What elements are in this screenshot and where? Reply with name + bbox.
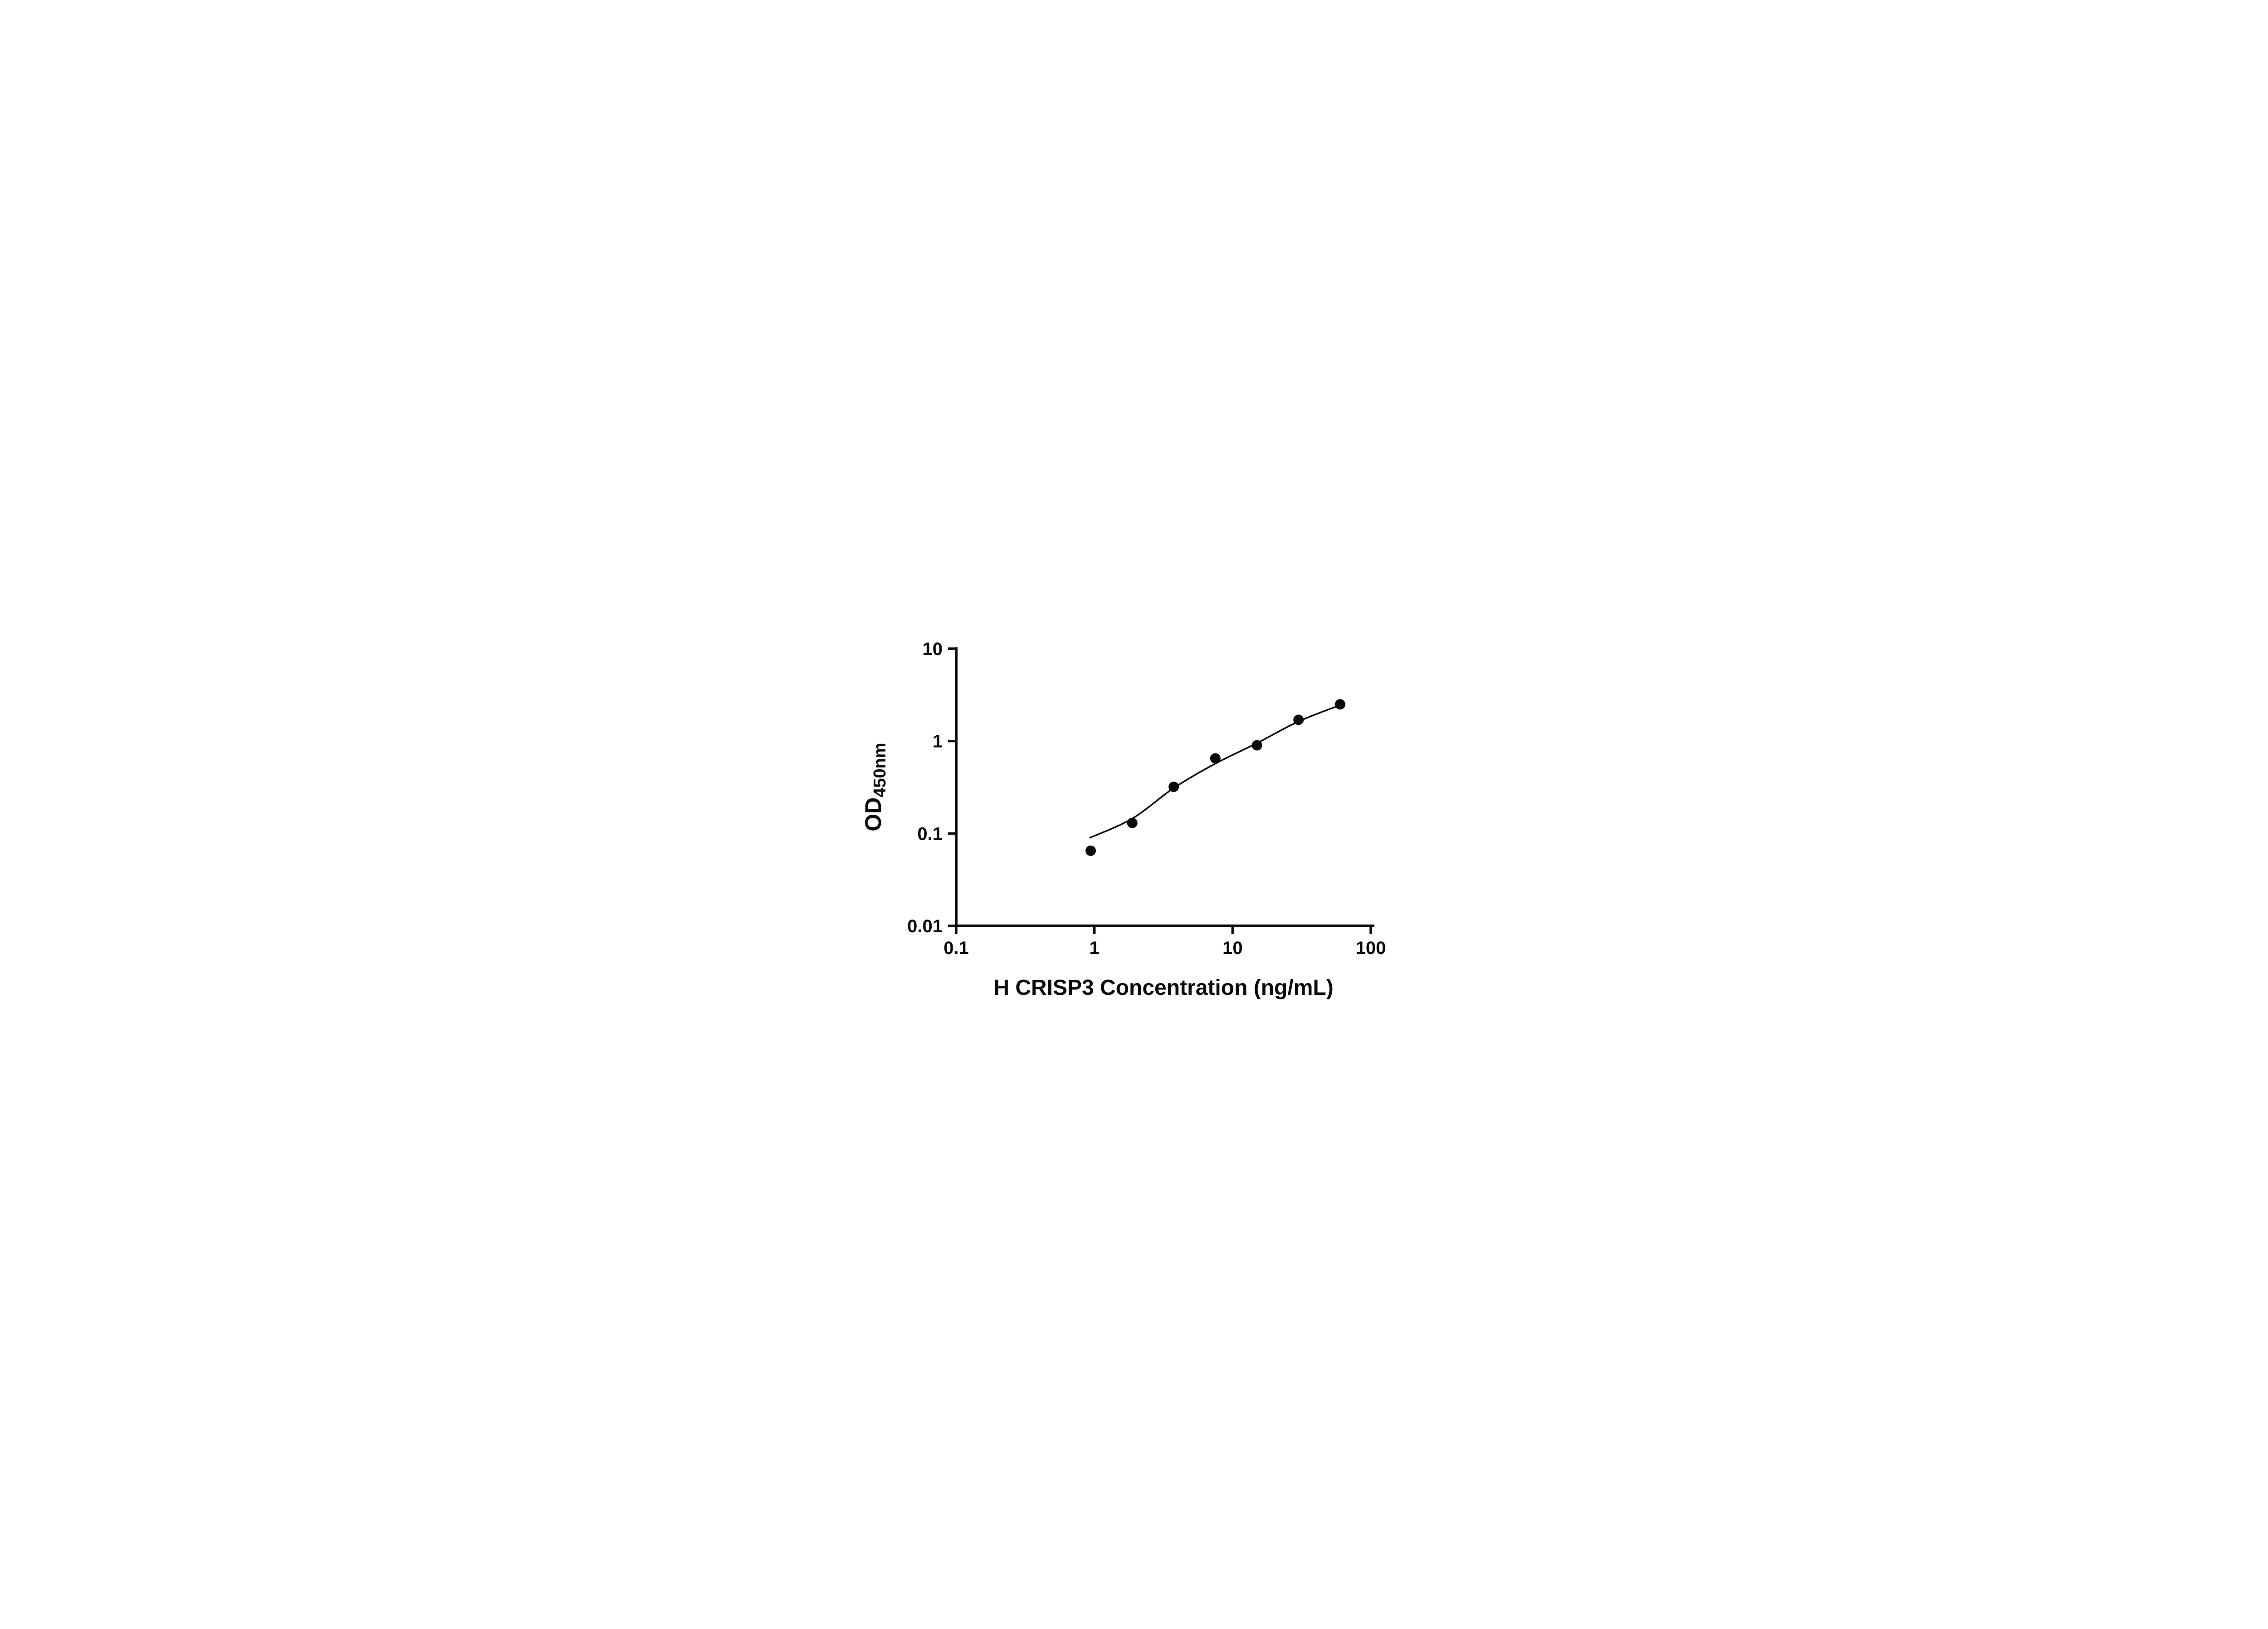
- x-tick-label: 10: [1222, 938, 1243, 958]
- data-point: [1293, 714, 1304, 725]
- data-point: [1251, 740, 1262, 750]
- standard-points-group: [1085, 699, 1345, 856]
- y-tick-label: 10: [923, 639, 943, 659]
- x-tick-label: 1: [1090, 938, 1100, 958]
- x-tick-label: 100: [1356, 938, 1386, 958]
- fit-curve-group: [1089, 704, 1341, 838]
- data-point: [1210, 753, 1221, 763]
- data-point: [1127, 817, 1138, 828]
- y-axis-title-subscript: 450nm: [870, 743, 890, 797]
- y-axis-title-main: OD: [860, 797, 886, 831]
- y-tick-label: 0.01: [907, 916, 943, 936]
- y-axis-title: OD450nm: [860, 743, 890, 831]
- axes: [955, 647, 1374, 927]
- x-axis-title: H CRISP3 Concentration (ng/mL): [993, 976, 1333, 1000]
- data-point: [1334, 699, 1345, 709]
- axis-ticks: [948, 647, 1372, 934]
- data-point: [1085, 845, 1096, 856]
- elisa-standard-curve-figure: 0.1 1 10 100 0.01 0.1 1 10 H CRISP3 Concentrati…: [843, 611, 1425, 1018]
- x-tick-label: 0.1: [943, 938, 969, 958]
- data-point: [1168, 781, 1179, 792]
- y-tick-label: 1: [933, 731, 943, 751]
- y-tick-label: 0.1: [917, 824, 943, 844]
- fit-curve-path: [1089, 704, 1341, 838]
